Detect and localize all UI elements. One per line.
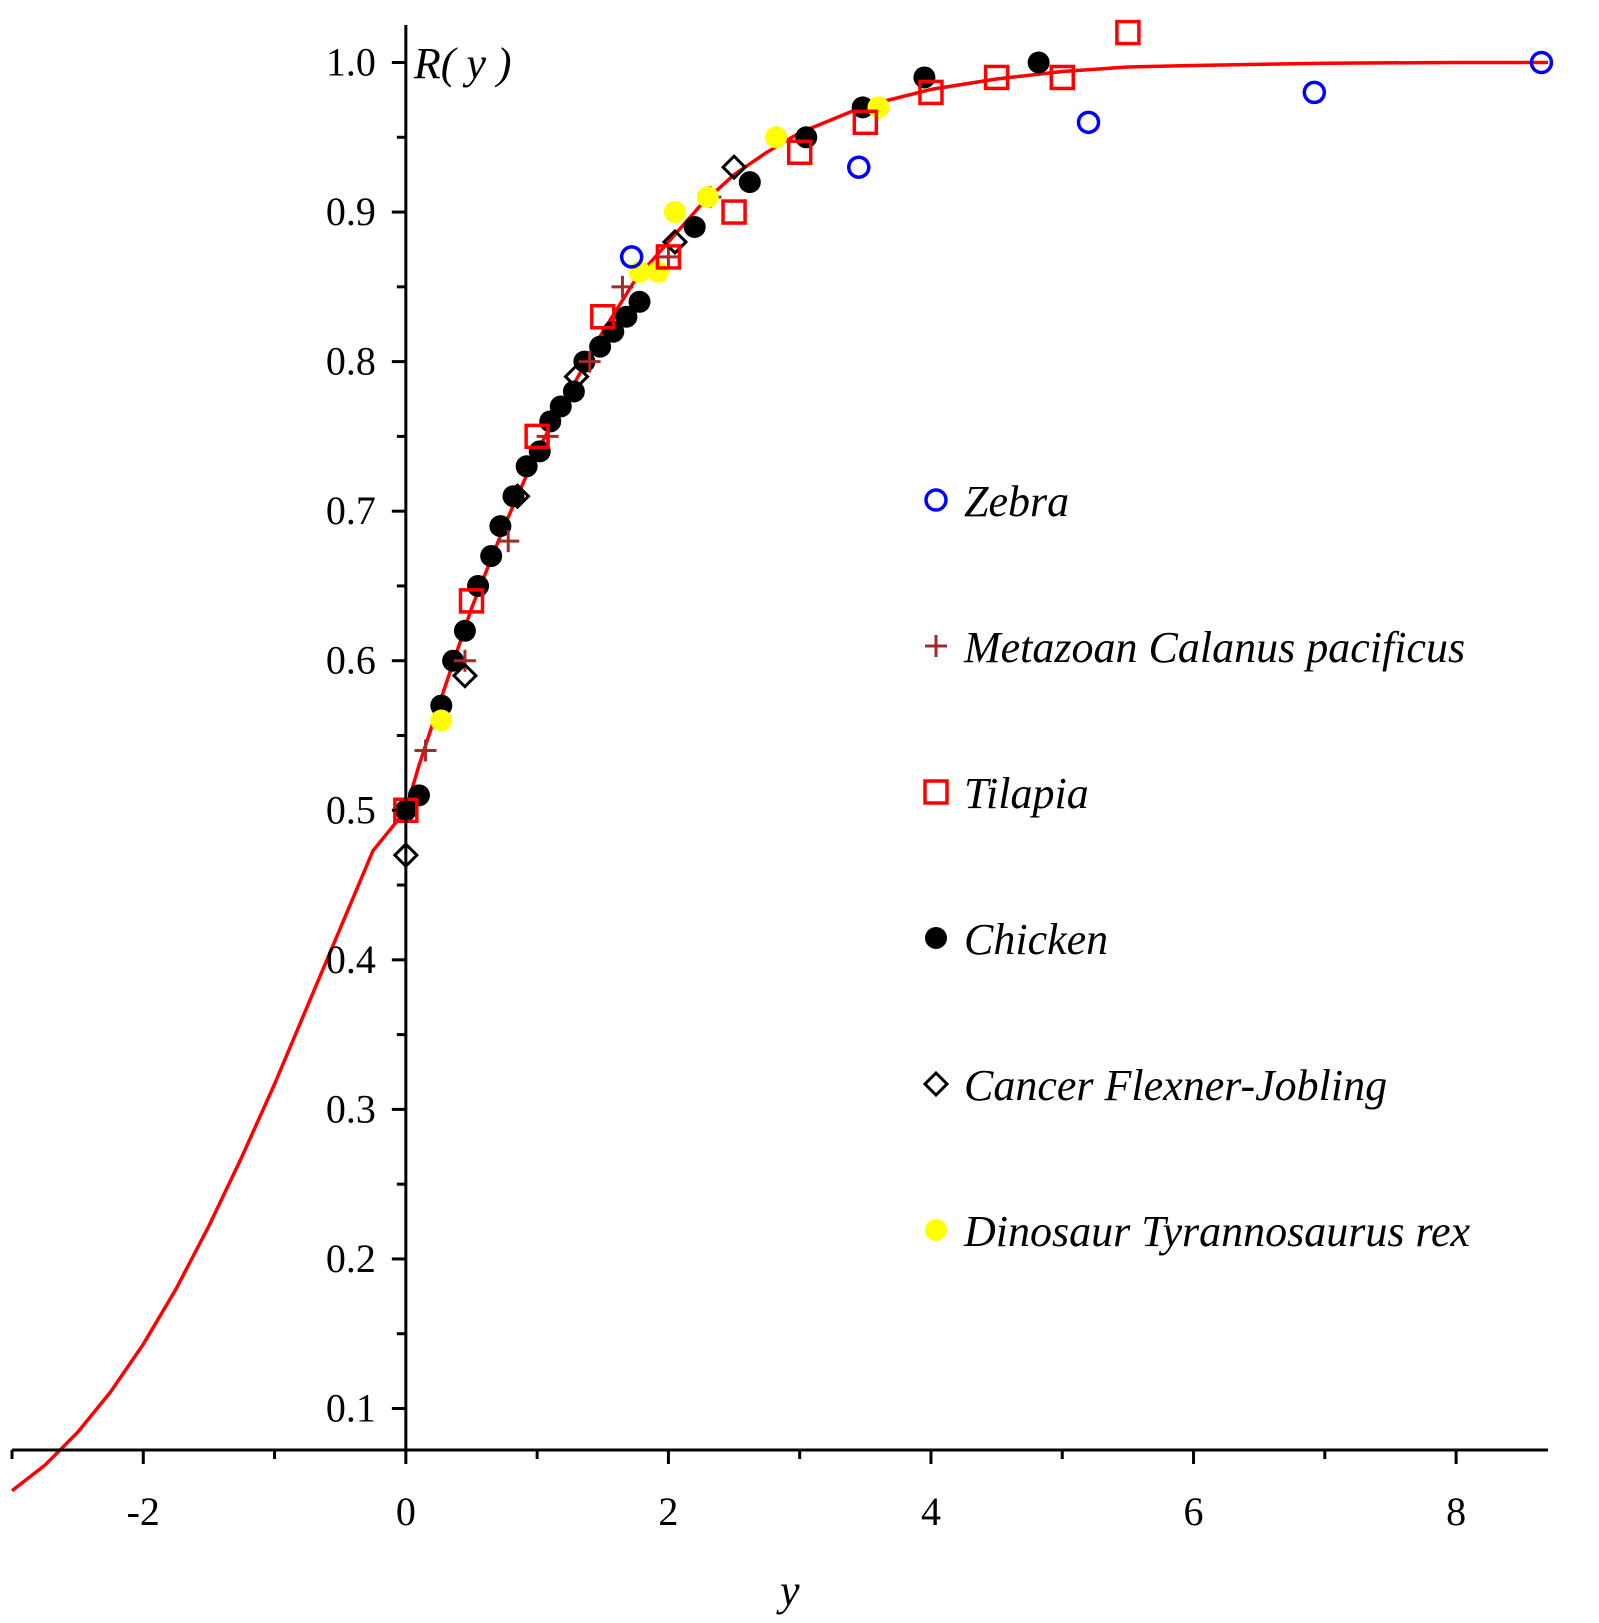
legend-label-cancer-flexner-jobling: Cancer Flexner-Jobling xyxy=(964,1061,1387,1110)
data-point-metazoan-calanus-pacificus xyxy=(414,739,437,762)
legend-marker-dinosaur-tyrannosaurus-rex xyxy=(925,1219,947,1241)
data-point-cancer-flexner-jobling xyxy=(451,662,479,689)
data-point-cancer-flexner-jobling xyxy=(563,363,590,390)
y-tick-label: 0.4 xyxy=(326,937,376,982)
legend-label-dinosaur-tyrannosaurus-rex: Dinosaur Tyrannosaurus rex xyxy=(963,1207,1470,1256)
data-point-zebra xyxy=(1529,50,1554,75)
data-point-zebra xyxy=(1076,110,1101,135)
x-tick-label: 8 xyxy=(1446,1489,1466,1534)
data-point-chicken xyxy=(549,395,572,418)
ticks-layer: -2 0 2 4 6 8 0.1 0.2 0.3 0.4 0.5 0.6 0.7 0.8 0.9 1.0 xyxy=(10,40,1466,1534)
y-tick-label: 0.8 xyxy=(326,339,376,384)
data-point-chicken xyxy=(442,649,465,672)
legend-marker-zebra xyxy=(924,488,948,512)
y-tick-label: 0.2 xyxy=(326,1236,376,1281)
data-point-metazoan-calanus-pacificus xyxy=(497,530,520,553)
data-point-chicken xyxy=(467,574,490,597)
data-point-metazoan-calanus-pacificus xyxy=(657,245,680,268)
x-tick-label: -2 xyxy=(127,1489,160,1534)
data-point-chicken xyxy=(615,305,638,328)
legend-marker-chicken xyxy=(925,927,947,949)
data-point-tilapia xyxy=(1049,64,1076,91)
data-point-chicken xyxy=(502,485,525,508)
y-tick-label: 0.5 xyxy=(326,787,376,832)
data-point-chicken xyxy=(407,784,430,807)
data-point-tilapia xyxy=(918,79,944,106)
y-tick-label: 0.6 xyxy=(326,638,376,683)
data-point-dinosaur-tyrannosaurus-rex xyxy=(765,126,788,149)
legend-label-metazoan-calanus-pacificus: Metazoan Calanus pacificus xyxy=(963,623,1465,672)
y-tick-label: 0.1 xyxy=(326,1386,376,1431)
legend-label-tilapia: Tilapia xyxy=(964,769,1089,818)
curve-layer xyxy=(10,60,1548,1493)
data-point-tilapia xyxy=(524,423,550,450)
data-point-chicken xyxy=(453,619,476,642)
data-point-tilapia xyxy=(852,109,879,136)
legend-marker-tilapia xyxy=(923,779,949,805)
data-point-chicken xyxy=(683,216,706,239)
data-point-chicken xyxy=(913,66,936,89)
y-tick-label: 1.0 xyxy=(326,40,376,85)
data-point-metazoan-calanus-pacificus xyxy=(578,350,601,373)
legend-marker-metazoan-calanus-pacificus xyxy=(925,635,947,657)
x-tick-label: 0 xyxy=(396,1489,416,1534)
legend-label-zebra: Zebra xyxy=(964,477,1069,526)
x-tick-label: 4 xyxy=(921,1489,941,1534)
data-point-chicken xyxy=(480,545,503,568)
data-point-tilapia xyxy=(983,64,1010,91)
data-point-dinosaur-tyrannosaurus-rex xyxy=(696,186,719,209)
fitted-curve xyxy=(10,60,1548,1493)
data-point-cancer-flexner-jobling xyxy=(661,228,689,256)
legend-label-chicken: Chicken xyxy=(964,915,1108,964)
data-point-chicken xyxy=(1027,51,1050,74)
data-point-tilapia xyxy=(786,139,813,165)
data-point-chicken xyxy=(515,455,538,478)
x-tick-label: 6 xyxy=(1184,1489,1204,1534)
x-axis-title: y xyxy=(776,1566,800,1615)
y-axis-title: R( y ) xyxy=(413,39,512,88)
data-point-zebra xyxy=(847,155,871,179)
data-point-chicken xyxy=(738,171,761,194)
data-point-tilapia xyxy=(721,199,747,225)
data-point-tilapia xyxy=(655,244,682,270)
data-point-dinosaur-tyrannosaurus-rex xyxy=(663,201,686,224)
points-layer xyxy=(392,19,1554,869)
data-point-cancer-flexner-jobling xyxy=(504,483,531,510)
x-tick-label: 2 xyxy=(658,1489,678,1534)
legend: Zebra Metazoan Calanus pacificus Tilapia Ch… xyxy=(922,477,1470,1256)
data-point-tilapia xyxy=(590,303,616,330)
y-tick-label: 0.9 xyxy=(326,189,376,234)
y-tick-label: 0.3 xyxy=(326,1086,376,1131)
data-point-metazoan-calanus-pacificus xyxy=(611,275,634,298)
data-point-chicken xyxy=(489,515,512,538)
data-point-dinosaur-tyrannosaurus-rex xyxy=(430,709,453,732)
legend-marker-cancer-flexner-jobling xyxy=(922,1070,950,1098)
data-point-chicken xyxy=(589,335,612,358)
data-point-tilapia xyxy=(1115,19,1141,46)
data-point-cancer-flexner-jobling xyxy=(720,154,748,181)
data-point-zebra xyxy=(1302,80,1327,105)
data-point-chicken xyxy=(628,290,651,313)
data-point-chicken xyxy=(795,126,818,149)
data-point-dinosaur-tyrannosaurus-rex xyxy=(867,96,890,119)
axes-layer xyxy=(12,25,1548,1452)
y-tick-label: 0.7 xyxy=(326,488,376,533)
data-point-metazoan-calanus-pacificus xyxy=(453,649,476,672)
data-point-zebra xyxy=(619,245,644,269)
data-point-tilapia xyxy=(458,588,485,614)
